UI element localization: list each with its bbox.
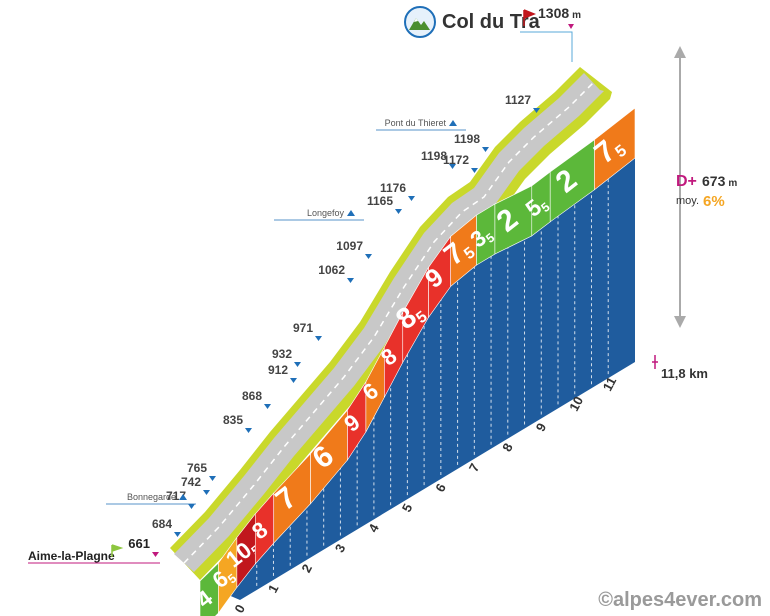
altitude-marker	[533, 108, 540, 113]
start-name: Aime-la-Plagne	[28, 549, 115, 563]
altitude-label: 868	[242, 389, 262, 403]
start-flag-icon	[111, 544, 124, 557]
altitude-label: 1198	[421, 149, 447, 163]
altitude-marker	[315, 336, 322, 341]
d-plus-value: 673 m	[702, 173, 737, 189]
altitude-label: 1176	[380, 181, 406, 195]
x-tick-label: 5	[399, 501, 416, 514]
altitude-marker	[245, 428, 252, 433]
place-label: Longefoy	[307, 208, 345, 218]
place-label: Bonnegarde	[127, 492, 176, 502]
copyright: ©alpes4ever.com	[598, 589, 762, 611]
x-tick-label: 6	[432, 481, 449, 494]
altitude-marker	[395, 209, 402, 214]
average-value: 6%	[703, 193, 725, 210]
road-surface	[174, 73, 604, 572]
x-tick-label: 11	[600, 374, 620, 393]
climb-title: Col du Tra	[442, 11, 541, 33]
x-tick-label: 9	[533, 420, 550, 433]
altitude-label: 1172	[443, 153, 469, 167]
altitude-labels: 6616847177427658358689129329711062109711…	[28, 93, 540, 564]
altitude-marker	[152, 552, 159, 557]
total-distance: 11,8 km	[661, 366, 708, 381]
place-label: Pont du Thieret	[385, 118, 447, 128]
x-tick-label: 3	[332, 541, 349, 554]
altitude-label: 1198	[454, 132, 480, 146]
altitude-marker	[290, 378, 297, 383]
summit-flag-icon	[523, 9, 537, 26]
profile-road	[170, 67, 612, 580]
altitude-label: 765	[187, 461, 207, 475]
altitude-marker	[174, 532, 181, 537]
altitude-marker	[203, 490, 210, 495]
mountain-logo-icon	[404, 6, 436, 38]
x-tick-label: 7	[466, 461, 483, 474]
x-tick-label: 4	[365, 521, 382, 535]
altitude-marker	[471, 168, 478, 173]
place-icon	[179, 494, 187, 500]
altitude-label: 1127	[505, 93, 531, 107]
place-icon	[449, 120, 457, 126]
gradient-label: 55	[521, 190, 553, 223]
altitude-marker	[347, 278, 354, 283]
altitude-label: 742	[181, 475, 201, 489]
average-label: moy.	[676, 195, 699, 207]
altitude-marker	[449, 164, 456, 169]
gradient-segments: 4651058769688597535255275	[192, 107, 636, 616]
altitude-label: 912	[268, 363, 288, 377]
x-tick-label: 0	[231, 602, 248, 615]
summit-altitude: 1308 m	[538, 5, 581, 21]
altitude-label: 661	[128, 536, 150, 551]
altitude-label: 1097	[336, 239, 363, 253]
altitude-marker	[188, 504, 195, 509]
x-tick-label: 10	[566, 394, 586, 414]
altitude-marker	[294, 362, 301, 367]
altitude-marker	[264, 404, 271, 409]
gradient-segment	[594, 107, 636, 191]
altitude-label: 1165	[367, 194, 393, 208]
altitude-marker	[365, 254, 372, 259]
x-tick-label: 8	[499, 441, 516, 454]
x-tick-label: 1	[265, 582, 282, 595]
altitude-label: 932	[272, 347, 292, 361]
altitude-marker	[482, 147, 489, 152]
altitude-label: 1062	[318, 263, 345, 277]
altitude-label: 835	[223, 413, 243, 427]
x-tick-label: 2	[298, 562, 315, 575]
altitude-label: 684	[152, 517, 172, 531]
altitude-label: 971	[293, 321, 313, 335]
altitude-marker	[209, 476, 216, 481]
place-icon	[347, 210, 355, 216]
altitude-marker	[408, 196, 415, 201]
d-plus-label: D+	[676, 173, 697, 190]
road-center-line	[183, 81, 595, 564]
